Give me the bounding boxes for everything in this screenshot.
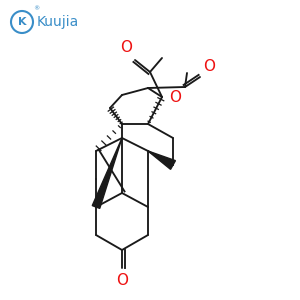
Text: K: K [18, 17, 26, 27]
Text: O: O [203, 59, 215, 74]
Text: Kuujia: Kuujia [37, 15, 79, 29]
Polygon shape [148, 151, 176, 170]
Text: ®: ® [34, 6, 40, 11]
Text: O: O [169, 89, 181, 104]
Text: O: O [116, 273, 128, 288]
Polygon shape [92, 138, 122, 208]
Text: O: O [120, 40, 132, 55]
